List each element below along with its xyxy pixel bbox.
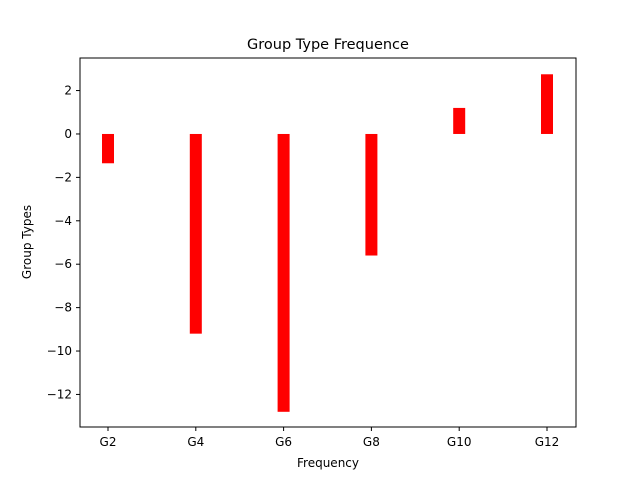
bar-g4 [189, 133, 202, 334]
y-tick-label: −4 [54, 214, 72, 228]
plot-frame [79, 57, 577, 428]
x-tick-label: G8 [363, 435, 380, 449]
x-tick-label: G12 [535, 435, 560, 449]
bar-g10 [453, 107, 466, 134]
y-tick-label: −12 [47, 387, 72, 401]
y-axis: 2 0 −2 −4 −6 −8 −10 −12 [47, 84, 80, 401]
bar-g8 [365, 133, 378, 256]
y-tick-label: −10 [47, 344, 72, 358]
x-tick-label: G10 [447, 435, 472, 449]
y-axis-label: Group Types [20, 205, 34, 279]
y-tick-label: −6 [54, 257, 72, 271]
y-tick-label: −8 [54, 301, 72, 315]
x-tick-label: G4 [187, 435, 204, 449]
y-tick-label: 2 [64, 84, 72, 98]
chart-title: Group Type Frequence [247, 37, 409, 53]
bar-g12 [541, 74, 553, 134]
x-axis-label: Frequency [297, 456, 359, 470]
x-tick-label: G2 [100, 435, 117, 449]
x-axis: G2 G4 G6 G8 G10 G12 [100, 427, 560, 449]
bar-g6 [277, 133, 290, 412]
x-tick-label: G6 [275, 435, 292, 449]
y-tick-label: 0 [64, 127, 72, 141]
bar-g2 [102, 133, 114, 164]
bars-layer [102, 74, 553, 412]
y-tick-label: −2 [54, 170, 72, 184]
